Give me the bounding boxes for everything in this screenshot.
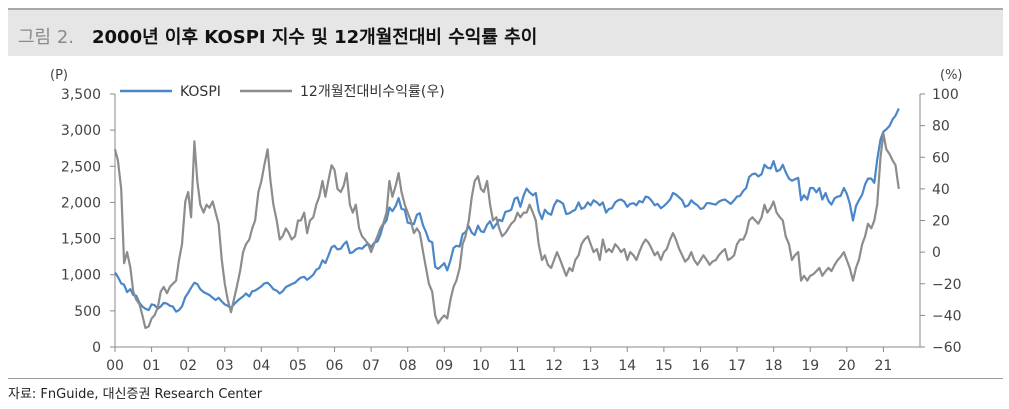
title-bar: 그림 2. 2000년 이후 KOSPI 지수 및 12개월전대비 수익률 추이 — [8, 8, 1003, 56]
left-tick-label: 1,500 — [61, 232, 101, 248]
x-tick-label: 08 — [399, 358, 417, 374]
left-tick-label: 2,500 — [61, 159, 101, 175]
header: 그림 2. 2000년 이후 KOSPI 지수 및 12개월전대비 수익률 추이 — [0, 0, 1009, 60]
x-tick-label: 03 — [216, 358, 234, 374]
x-tick-label: 09 — [435, 358, 453, 374]
x-tick-label: 00 — [106, 358, 124, 374]
left-tick-label: 3,000 — [61, 123, 101, 139]
x-tick-label: 16 — [692, 358, 710, 374]
x-tick-label: 11 — [509, 358, 527, 374]
x-tick-label: 14 — [618, 358, 636, 374]
kospi-series-line — [114, 108, 900, 313]
right-tick-label: 20 — [932, 214, 950, 230]
legend-yoy-label: 12개월전대비수익률(우) — [300, 84, 445, 100]
left-tick-label: 0 — [92, 340, 101, 356]
right-tick-label: −40 — [932, 308, 962, 324]
bottom-rule — [8, 378, 1003, 379]
right-tick-label: 40 — [932, 182, 950, 198]
source-note: 자료: FnGuide, 대신증권 Research Center — [8, 387, 263, 402]
yoy-return-series-line — [113, 132, 900, 330]
left-axis-unit: (P) — [50, 68, 68, 83]
x-tick-label: 02 — [179, 358, 197, 374]
x-tick-label: 15 — [655, 358, 673, 374]
x-tick-label: 05 — [289, 358, 307, 374]
right-tick-label: −60 — [932, 340, 962, 356]
right-axis-unit: (%) — [940, 68, 963, 83]
chart-title: 2000년 이후 KOSPI 지수 및 12개월전대비 수익률 추이 — [92, 27, 538, 48]
x-tick-label: 19 — [801, 358, 819, 374]
right-tick-label: 100 — [932, 87, 959, 103]
legend-kospi-label: KOSPI — [180, 84, 221, 100]
left-tick-label: 2,000 — [61, 195, 101, 211]
x-tick-label: 18 — [765, 358, 783, 374]
x-tick-label: 06 — [326, 358, 344, 374]
x-tick-label: 12 — [545, 358, 563, 374]
x-tick-label: 20 — [838, 358, 856, 374]
x-tick-label: 17 — [728, 358, 746, 374]
x-tick-label: 04 — [252, 358, 270, 374]
figure-label: 그림 2. — [18, 27, 75, 48]
x-tick-label: 01 — [143, 358, 161, 374]
left-tick-label: 1,000 — [61, 268, 101, 284]
x-tick-label: 21 — [874, 358, 892, 374]
x-tick-label: 13 — [582, 358, 600, 374]
left-tick-label: 3,500 — [61, 87, 101, 103]
right-tick-label: 60 — [932, 150, 950, 166]
right-tick-label: 0 — [932, 245, 941, 261]
left-tick-label: 500 — [74, 304, 101, 320]
x-tick-label: 10 — [472, 358, 490, 374]
right-tick-label: −20 — [932, 277, 962, 293]
x-tick-label: 07 — [362, 358, 380, 374]
right-tick-label: 80 — [932, 119, 950, 135]
